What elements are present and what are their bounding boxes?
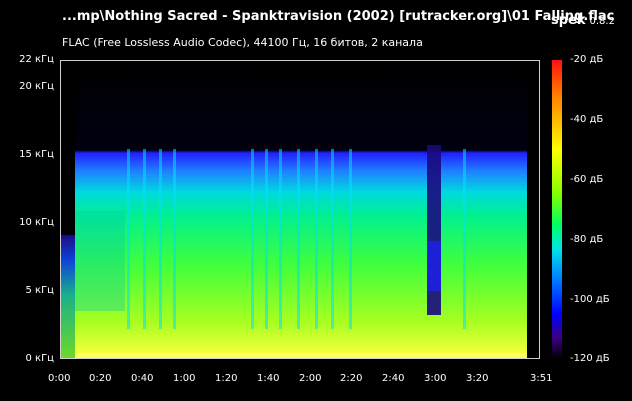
time-label-2-00: 2:00	[299, 373, 322, 384]
time-label-3-20: 3:20	[466, 373, 489, 384]
freq-label-22: 22 кГц	[19, 54, 54, 65]
audio-info: FLAC (Free Lossless Audio Codec), 44100 …	[62, 36, 423, 49]
freq-label-20: 20 кГц	[19, 81, 54, 92]
app-brand: spek 0.8.2	[551, 9, 615, 28]
time-label-2-40: 2:40	[382, 373, 405, 384]
db-label-40: -40 дБ	[570, 114, 604, 125]
freq-label-5: 5 кГц	[25, 285, 55, 296]
freq-label-15: 15 кГц	[19, 149, 54, 160]
time-label-3-00: 3:00	[424, 373, 447, 384]
freq-label-10: 10 кГц	[19, 217, 54, 228]
time-label-0-00: 0:00	[48, 373, 71, 384]
db-label-20: -20 дБ	[570, 54, 604, 65]
app-version: 0.8.2	[589, 16, 615, 27]
spectrogram-plot[interactable]	[60, 60, 540, 359]
file-title: ...mp\Nothing Sacred - Spanktravision (2…	[62, 9, 615, 24]
time-label-1-20: 1:20	[215, 373, 238, 384]
db-label-120: -120 дБ	[570, 353, 610, 364]
time-label-1-40: 1:40	[257, 373, 280, 384]
time-label-1-00: 1:00	[173, 373, 196, 384]
db-label-100: -100 дБ	[570, 294, 610, 305]
color-scale-bar	[552, 60, 562, 359]
time-label-3-51: 3:51	[530, 373, 553, 384]
time-label-2-20: 2:20	[340, 373, 363, 384]
freq-label-0: 0 кГц	[25, 353, 55, 364]
time-label-0-40: 0:40	[131, 373, 154, 384]
spectrogram-image	[61, 61, 539, 358]
time-label-0-20: 0:20	[89, 373, 112, 384]
db-label-60: -60 дБ	[570, 174, 604, 185]
db-label-80: -80 дБ	[570, 234, 604, 245]
app-name: spek	[551, 13, 586, 28]
